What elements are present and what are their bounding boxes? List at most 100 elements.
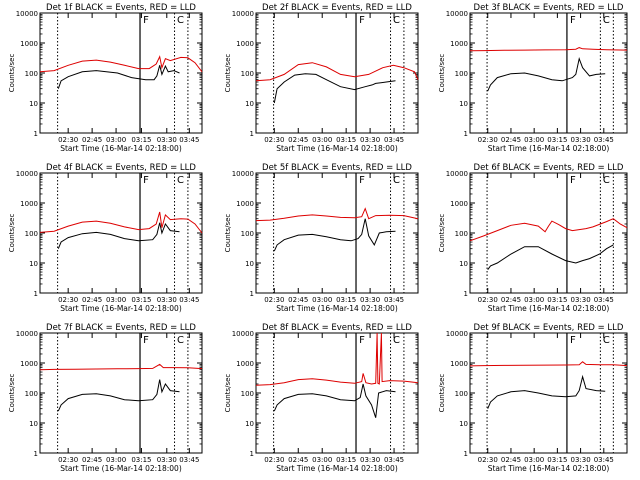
panel-2-ytick-label: 10 bbox=[245, 100, 254, 108]
panel-8-ytick-label: 10 bbox=[245, 420, 254, 428]
panel-5-ytick-label: 100 bbox=[241, 230, 254, 238]
panel-3-ytick-label: 1000 bbox=[450, 40, 468, 48]
panel-7-xtick-label: 03:45 bbox=[179, 456, 199, 464]
panel-5-xtick-label: 03:45 bbox=[384, 296, 404, 304]
panel-2-ytick-label: 10000 bbox=[232, 10, 254, 18]
panel-5-marker-label: C bbox=[393, 175, 400, 186]
panel-2-title: Det 2f BLACK = Events, RED = LLD bbox=[262, 3, 412, 13]
panel-6-title: Det 6f BLACK = Events, RED = LLD bbox=[474, 163, 624, 173]
panel-7-ylabel: Counts/sec bbox=[8, 374, 16, 413]
panel-5-xtick-label: 03:15 bbox=[336, 296, 356, 304]
panel-5-marker-label: F bbox=[359, 175, 365, 186]
panel-4-xtick-label: 03:00 bbox=[106, 296, 126, 304]
panel-7-marker-label: C bbox=[177, 335, 184, 346]
panel-6-ytick-label: 100 bbox=[455, 230, 468, 238]
panel-5-xlabel: Start Time (16-Mar-14 02:18:00) bbox=[276, 304, 398, 313]
panel-6-ytick-label: 1 bbox=[464, 290, 468, 298]
panel-2-xlabel: Start Time (16-Mar-14 02:18:00) bbox=[276, 144, 398, 153]
panel-5-xtick-label: 03:00 bbox=[312, 296, 332, 304]
panel-2-xtick-label: 02:45 bbox=[288, 136, 308, 144]
panel-4-xtick-label: 03:15 bbox=[131, 296, 151, 304]
panel-5-frame bbox=[255, 172, 419, 294]
panel-5-title: Det 5f BLACK = Events, RED = LLD bbox=[262, 163, 412, 173]
panel-4-xtick-label: 03:30 bbox=[157, 296, 177, 304]
panel-1-lld-line bbox=[39, 55, 203, 73]
panel-8-xtick-label: 03:00 bbox=[312, 456, 332, 464]
panel-3-marker-label: F bbox=[570, 15, 576, 26]
panel-3-ytick-label: 100 bbox=[455, 70, 468, 78]
panel-6-xtick-label: 03:30 bbox=[570, 296, 590, 304]
panel-9-title: Det 9f BLACK = Events, RED = LLD bbox=[474, 323, 624, 333]
panel-3-xtick-label: 03:15 bbox=[547, 136, 567, 144]
panel-9-ytick-label: 10 bbox=[459, 420, 468, 428]
panel-7-events-line bbox=[57, 379, 180, 412]
panel-7-ytick-label: 10000 bbox=[16, 330, 38, 338]
panel-9-ytick-label: 100 bbox=[455, 390, 468, 398]
panel-5-xtick-label: 02:30 bbox=[264, 296, 284, 304]
panel-1-xtick-label: 03:45 bbox=[179, 136, 199, 144]
panel-4-ylabel: Counts/sec bbox=[8, 214, 16, 253]
panel-3-title: Det 3f BLACK = Events, RED = LLD bbox=[474, 3, 624, 13]
panel-3-frame bbox=[469, 12, 628, 134]
panel-1-xtick-label: 03:00 bbox=[106, 136, 126, 144]
panel-9-ytick-label: 1 bbox=[464, 450, 468, 458]
panel-9-xtick-label: 02:45 bbox=[501, 456, 521, 464]
panel-1-events-line bbox=[57, 64, 180, 89]
panel-4-ytick-label: 100 bbox=[25, 230, 38, 238]
panel-3-xtick-label: 02:30 bbox=[478, 136, 498, 144]
panel-7-marker-label: F bbox=[143, 335, 149, 346]
panel-2-xtick-label: 03:45 bbox=[384, 136, 404, 144]
panel-5-xtick-label: 03:30 bbox=[360, 296, 380, 304]
panel-5-lld-line bbox=[255, 207, 419, 222]
panel-9-xtick-label: 03:45 bbox=[594, 456, 614, 464]
panel-9-xtick-label: 02:30 bbox=[478, 456, 498, 464]
panel-2-xtick-label: 02:30 bbox=[264, 136, 284, 144]
panel-3-xlabel: Start Time (16-Mar-14 02:18:00) bbox=[488, 144, 610, 153]
panel-9-lld-line bbox=[469, 361, 628, 367]
panel-6-marker-label: C bbox=[603, 175, 610, 186]
panel-3-xtick-label: 02:45 bbox=[501, 136, 521, 144]
panel-8-lld-line bbox=[255, 332, 419, 386]
panel-8-frame bbox=[255, 332, 419, 454]
panel-4-frame bbox=[39, 172, 203, 294]
panel-1-xlabel: Start Time (16-Mar-14 02:18:00) bbox=[60, 144, 182, 153]
panel-4-xtick-label: 02:45 bbox=[82, 296, 102, 304]
panel-7-xtick-label: 03:15 bbox=[131, 456, 151, 464]
panel-5-ytick-label: 10000 bbox=[232, 170, 254, 178]
panel-4-lld-line bbox=[39, 211, 203, 234]
panel-8-xtick-label: 03:15 bbox=[336, 456, 356, 464]
panel-2-ytick-label: 100 bbox=[241, 70, 254, 78]
panel-6-xtick-label: 02:30 bbox=[478, 296, 498, 304]
panel-8-ytick-label: 1 bbox=[250, 450, 254, 458]
panel-7-ytick-label: 1000 bbox=[20, 360, 38, 368]
panel-9-ytick-label: 10000 bbox=[446, 330, 468, 338]
panel-4-xtick-label: 02:30 bbox=[58, 296, 78, 304]
panel-5-events-line bbox=[273, 218, 396, 252]
panel-3-ytick-label: 10000 bbox=[446, 10, 468, 18]
panel-7-lld-line bbox=[39, 363, 203, 371]
panel-3-ylabel: Counts/sec bbox=[438, 54, 446, 93]
panel-1-frame bbox=[39, 12, 203, 134]
panel-3-events-line bbox=[487, 56, 606, 92]
panel-3-lld-line bbox=[469, 47, 628, 52]
panel-5-ytick-label: 10 bbox=[245, 260, 254, 268]
panel-1-xtick-label: 02:45 bbox=[82, 136, 102, 144]
panel-2-lld-line bbox=[255, 62, 419, 82]
panel-4-ytick-label: 1 bbox=[34, 290, 38, 298]
panel-2-marker-label: C bbox=[393, 15, 400, 26]
panel-8-xtick-label: 03:45 bbox=[384, 456, 404, 464]
panel-2-events-line bbox=[273, 73, 396, 104]
panel-1-xtick-label: 03:15 bbox=[131, 136, 151, 144]
panel-4-title: Det 4f BLACK = Events, RED = LLD bbox=[46, 163, 196, 173]
panel-1-ytick-label: 100 bbox=[25, 70, 38, 78]
panel-4-marker-label: C bbox=[177, 175, 184, 186]
panel-8-events-line bbox=[273, 383, 396, 418]
panel-9-ylabel: Counts/sec bbox=[438, 374, 446, 413]
panel-6-ylabel: Counts/sec bbox=[438, 214, 446, 253]
panel-6-events-line bbox=[487, 244, 614, 270]
panel-4-ytick-label: 10000 bbox=[16, 170, 38, 178]
panel-5-ytick-label: 1000 bbox=[236, 200, 254, 208]
panel-8-ytick-label: 1000 bbox=[236, 360, 254, 368]
panel-2-xtick-label: 03:30 bbox=[360, 136, 380, 144]
